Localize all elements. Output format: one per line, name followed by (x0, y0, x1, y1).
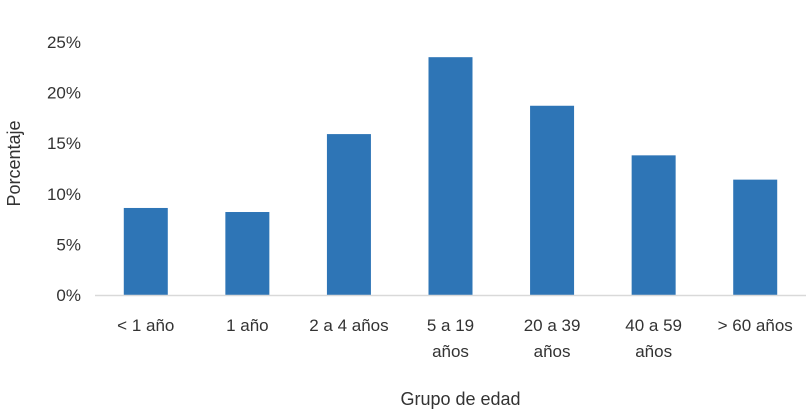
bar (428, 57, 473, 296)
x-tick-label: 20 a 39 años (524, 316, 581, 361)
y-axis-title: Porcentaje (4, 120, 24, 206)
bar (733, 179, 778, 295)
y-tick-label: 10% (47, 185, 81, 204)
x-axis-title: Grupo de edad (400, 389, 520, 409)
y-tick-label: 5% (56, 235, 81, 254)
x-axis-categories: < 1 año 1 año 2 a 4 años 5 a 19 años 20 a 39 a… (117, 316, 793, 361)
bars (123, 57, 778, 296)
y-tick-label: 20% (47, 84, 81, 103)
bar (631, 155, 676, 295)
x-tick-label: 2 a 4 años (309, 316, 388, 335)
y-tick-label: 15% (47, 134, 81, 153)
x-tick-label: < 1 año (117, 316, 174, 335)
bar (530, 105, 575, 295)
x-tick-label: > 60 años (718, 316, 793, 335)
bar (326, 134, 371, 295)
y-tick-label: 25% (47, 33, 81, 52)
x-tick-label: 1 año (226, 316, 269, 335)
y-tick-label: 0% (56, 286, 81, 305)
x-tick-label: 5 a 19 años (427, 316, 474, 361)
x-tick-label: 40 a 59 años (625, 316, 682, 361)
y-axis-ticks: 0% 5% 10% 15% 20% 25% (47, 33, 81, 305)
bar (225, 212, 270, 295)
bar (123, 207, 168, 295)
